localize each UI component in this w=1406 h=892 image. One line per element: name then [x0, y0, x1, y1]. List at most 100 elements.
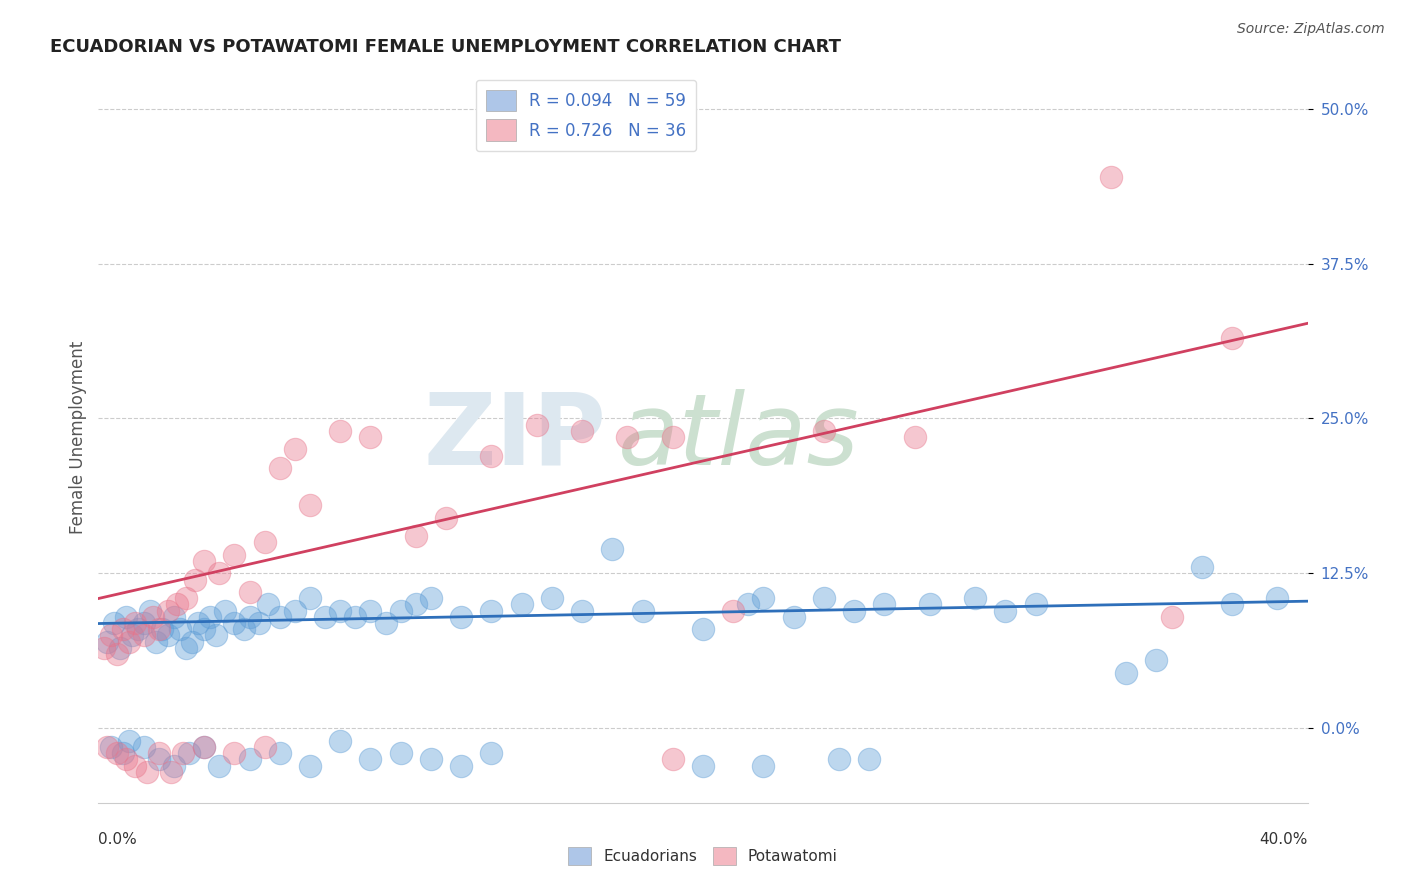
Point [187, 615, 209, 630]
Point [256, 598, 278, 612]
Point [124, 615, 146, 630]
Point [904, 430, 927, 444]
Point [631, 604, 654, 618]
Point [1220, 598, 1243, 612]
Point [105, 647, 128, 661]
Point [918, 598, 941, 612]
Point [208, 758, 231, 772]
Point [193, 554, 215, 568]
Point [299, 498, 322, 512]
Point [132, 739, 155, 754]
Point [148, 622, 170, 636]
Point [314, 610, 336, 624]
Point [205, 628, 228, 642]
Point [434, 510, 457, 524]
Point [1191, 560, 1213, 574]
Y-axis label: Female Unemployment: Female Unemployment [69, 341, 87, 533]
Point [844, 604, 866, 618]
Point [160, 764, 183, 779]
Point [374, 615, 396, 630]
Point [224, 548, 246, 562]
Point [481, 604, 503, 618]
Point [1146, 653, 1168, 667]
Point [174, 591, 197, 606]
Point [299, 591, 322, 606]
Point [184, 573, 207, 587]
Point [174, 640, 197, 655]
Point [299, 758, 322, 772]
Point [224, 746, 246, 760]
Point [450, 610, 472, 624]
Point [420, 591, 443, 606]
Point [602, 541, 624, 556]
Point [169, 622, 191, 636]
Point [100, 628, 122, 642]
Point [166, 598, 188, 612]
Point [540, 591, 562, 606]
Point [135, 764, 157, 779]
Text: Source: ZipAtlas.com: Source: ZipAtlas.com [1237, 22, 1385, 37]
Point [214, 604, 236, 618]
Point [858, 752, 880, 766]
Point [1220, 331, 1243, 345]
Point [145, 634, 167, 648]
Text: ZIP: ZIP [423, 389, 606, 485]
Text: ECUADORIAN VS POTAWATOMI FEMALE UNEMPLOYMENT CORRELATION CHART: ECUADORIAN VS POTAWATOMI FEMALE UNEMPLOY… [51, 38, 841, 56]
Legend: Ecuadorians, Potawatomi: Ecuadorians, Potawatomi [562, 841, 844, 871]
Point [132, 628, 155, 642]
Point [163, 610, 186, 624]
Point [163, 758, 186, 772]
Point [148, 752, 170, 766]
Point [103, 615, 125, 630]
Point [737, 598, 759, 612]
Point [692, 622, 714, 636]
Point [105, 746, 128, 760]
Point [828, 752, 851, 766]
Point [661, 752, 683, 766]
Point [389, 604, 412, 618]
Point [269, 461, 291, 475]
Point [253, 739, 276, 754]
Point [239, 610, 262, 624]
Point [284, 442, 307, 457]
Point [389, 746, 412, 760]
Point [269, 610, 291, 624]
Point [405, 598, 427, 612]
Point [193, 739, 215, 754]
Point [571, 604, 593, 618]
Point [481, 449, 503, 463]
Point [965, 591, 987, 606]
Point [481, 746, 503, 760]
Point [193, 622, 215, 636]
Point [150, 622, 173, 636]
Point [179, 746, 201, 760]
Point [813, 591, 835, 606]
Point [139, 604, 162, 618]
Point [247, 615, 270, 630]
Point [193, 739, 215, 754]
Point [93, 640, 115, 655]
Point [752, 591, 775, 606]
Point [873, 598, 896, 612]
Point [344, 610, 367, 624]
Point [111, 746, 134, 760]
Text: 40.0%: 40.0% [1260, 832, 1308, 847]
Point [329, 424, 352, 438]
Point [1267, 591, 1289, 606]
Point [526, 417, 548, 432]
Point [450, 758, 472, 772]
Point [208, 566, 231, 581]
Text: 0.0%: 0.0% [98, 832, 138, 847]
Point [96, 634, 118, 648]
Point [118, 634, 141, 648]
Point [616, 430, 638, 444]
Point [156, 604, 179, 618]
Point [1099, 169, 1122, 184]
Point [783, 610, 806, 624]
Point [121, 628, 143, 642]
Point [172, 746, 194, 760]
Point [752, 758, 775, 772]
Point [329, 604, 352, 618]
Point [111, 622, 134, 636]
Point [692, 758, 714, 772]
